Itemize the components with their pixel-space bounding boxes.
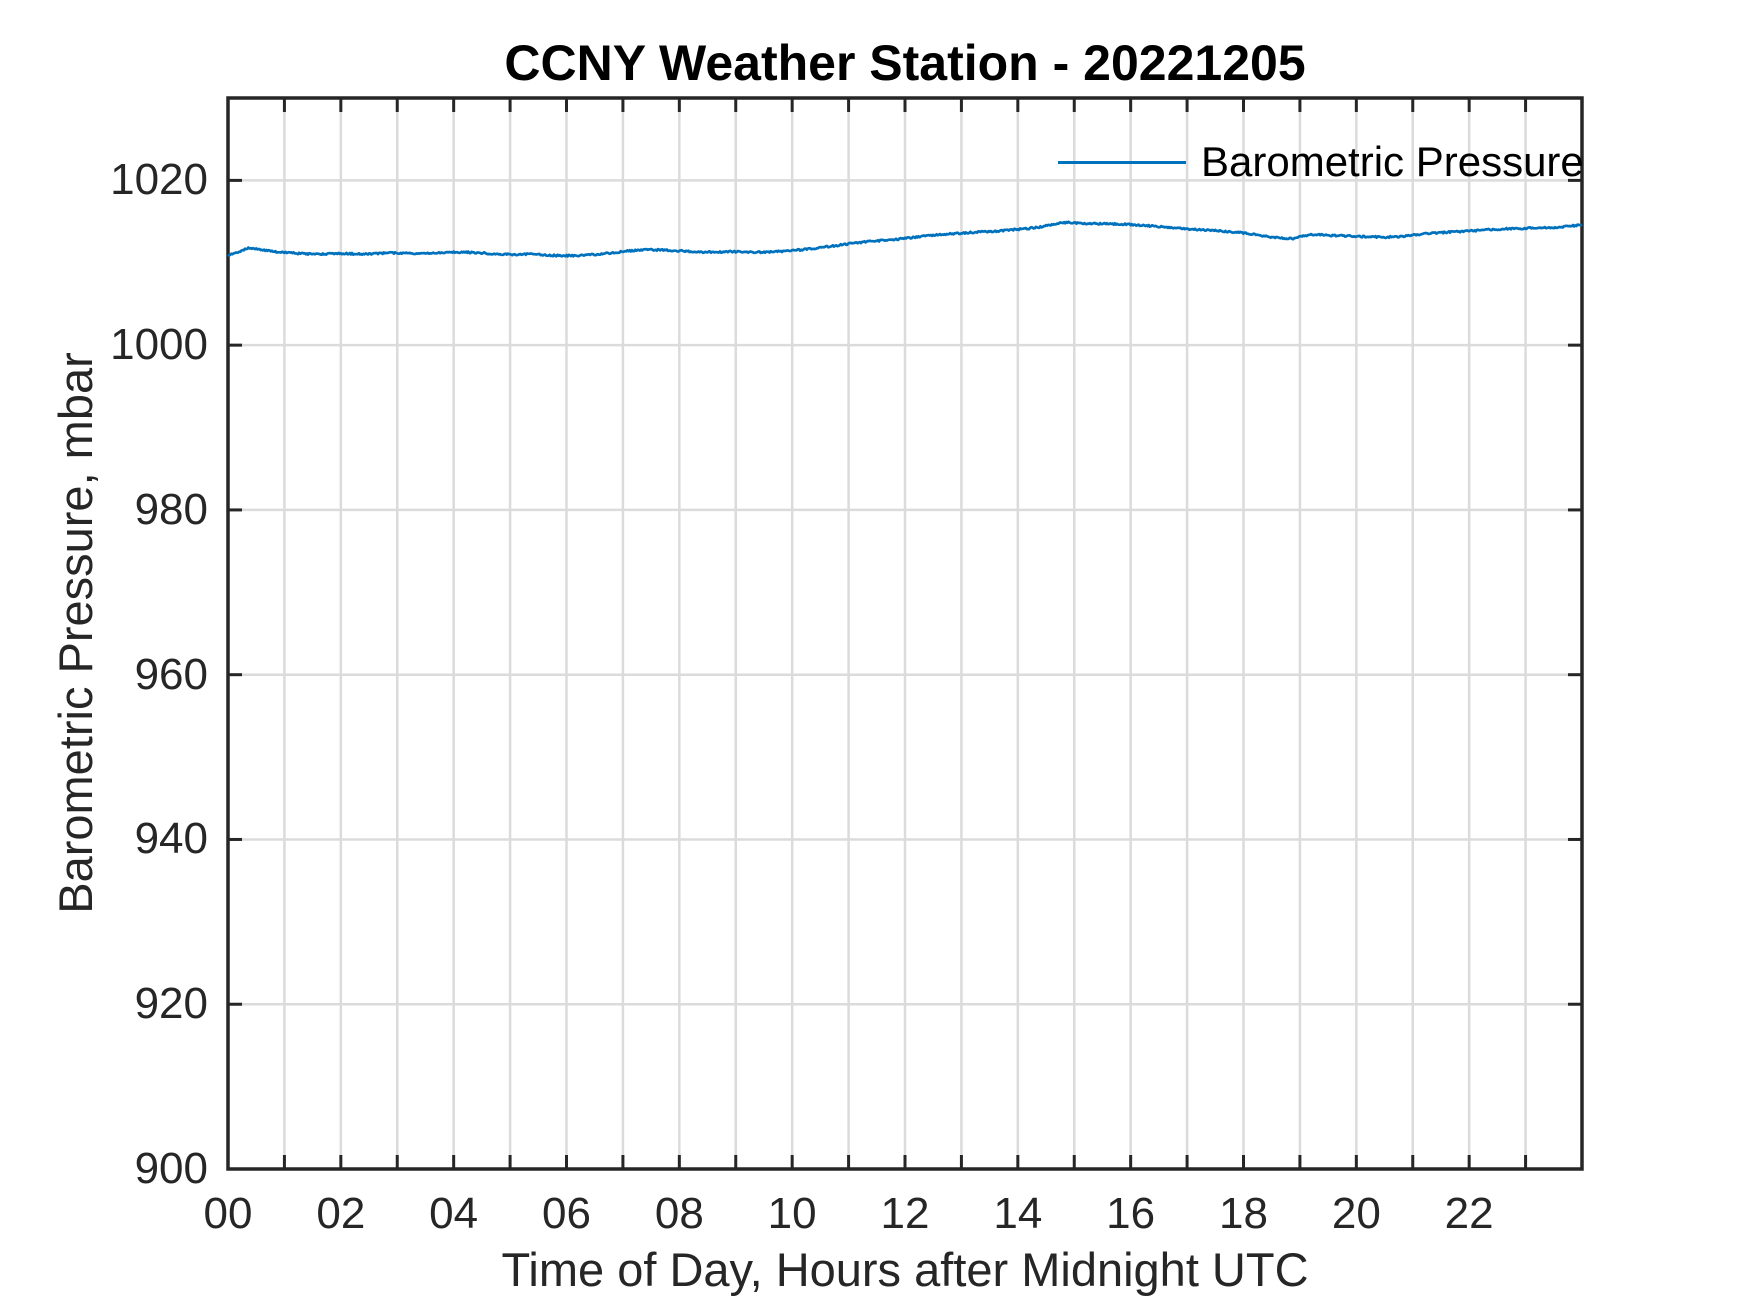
x-tick-label: 14 <box>993 1189 1043 1238</box>
x-tick-label: 18 <box>1219 1189 1268 1238</box>
x-axis-label: Time of Day, Hours after Midnight UTC <box>501 1243 1309 1296</box>
y-tick-label: 940 <box>134 814 208 864</box>
x-tick-label: 00 <box>203 1189 253 1238</box>
x-tick-label: 12 <box>880 1189 930 1238</box>
x-tick-label: 10 <box>767 1189 817 1238</box>
y-tick-label: 900 <box>134 1144 208 1193</box>
y-axis-label: Barometric Pressure, mbar <box>49 352 102 914</box>
y-tick-label: 980 <box>134 484 208 534</box>
x-tick-label: 04 <box>429 1189 479 1238</box>
y-tick-label: 960 <box>134 649 208 699</box>
x-tick-label: 02 <box>316 1189 366 1238</box>
chart-title: CCNY Weather Station - 20221205 <box>504 35 1306 91</box>
y-tick-label: 1000 <box>110 320 208 370</box>
legend: Barometric Pressure <box>1058 136 1584 188</box>
y-tick-label: 1020 <box>110 155 208 205</box>
legend-label: Barometric Pressure <box>1201 138 1584 185</box>
legend-line-sample <box>1058 160 1186 164</box>
y-tick-label: 920 <box>134 979 208 1029</box>
axes-frame <box>226 96 1584 1171</box>
pressure-line <box>227 220 1583 258</box>
x-tick-label: 16 <box>1106 1189 1156 1238</box>
x-tick-label: 22 <box>1444 1189 1494 1238</box>
x-tick-label: 20 <box>1331 1189 1381 1238</box>
x-tick-label: 08 <box>654 1189 704 1238</box>
x-tick-label: 06 <box>542 1189 591 1238</box>
